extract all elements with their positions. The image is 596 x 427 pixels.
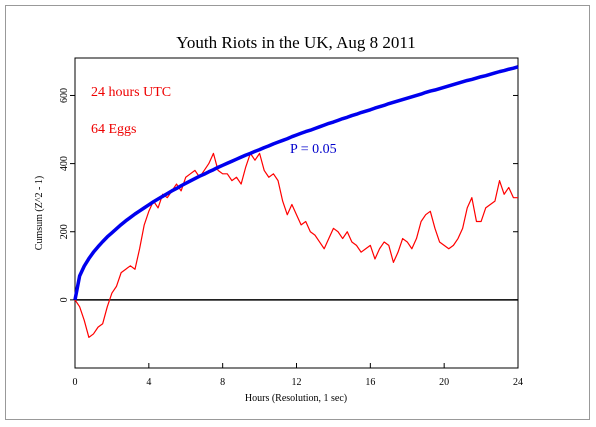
x-tick-label: 4 bbox=[146, 377, 151, 388]
x-axis-label: Hours (Resolution, 1 sec) bbox=[245, 393, 347, 404]
y-tick-label: 400 bbox=[59, 156, 70, 171]
x-tick-label: 8 bbox=[220, 377, 225, 388]
y-tick-label: 0 bbox=[59, 297, 70, 302]
y-tick-label: 200 bbox=[59, 224, 70, 239]
series-line bbox=[73, 65, 519, 301]
x-tick-label: 16 bbox=[365, 377, 375, 388]
y-axis-label: Cumsum (Z^2 - 1) bbox=[34, 176, 45, 250]
annotation: 24 hours UTC bbox=[91, 85, 171, 100]
plot-area bbox=[74, 57, 519, 369]
series-label: P = 0.05 bbox=[290, 142, 337, 157]
y-tick-label: 600 bbox=[59, 88, 70, 103]
x-tick-label: 24 bbox=[513, 377, 523, 388]
x-tick-label: 0 bbox=[73, 377, 78, 388]
x-tick-label: 20 bbox=[439, 377, 449, 388]
chart-title: Youth Riots in the UK, Aug 8 2011 bbox=[176, 33, 415, 52]
frame bbox=[5, 5, 590, 420]
annotation: 64 Eggs bbox=[91, 122, 137, 137]
x-tick-label: 12 bbox=[292, 377, 302, 388]
series-line bbox=[74, 152, 518, 338]
